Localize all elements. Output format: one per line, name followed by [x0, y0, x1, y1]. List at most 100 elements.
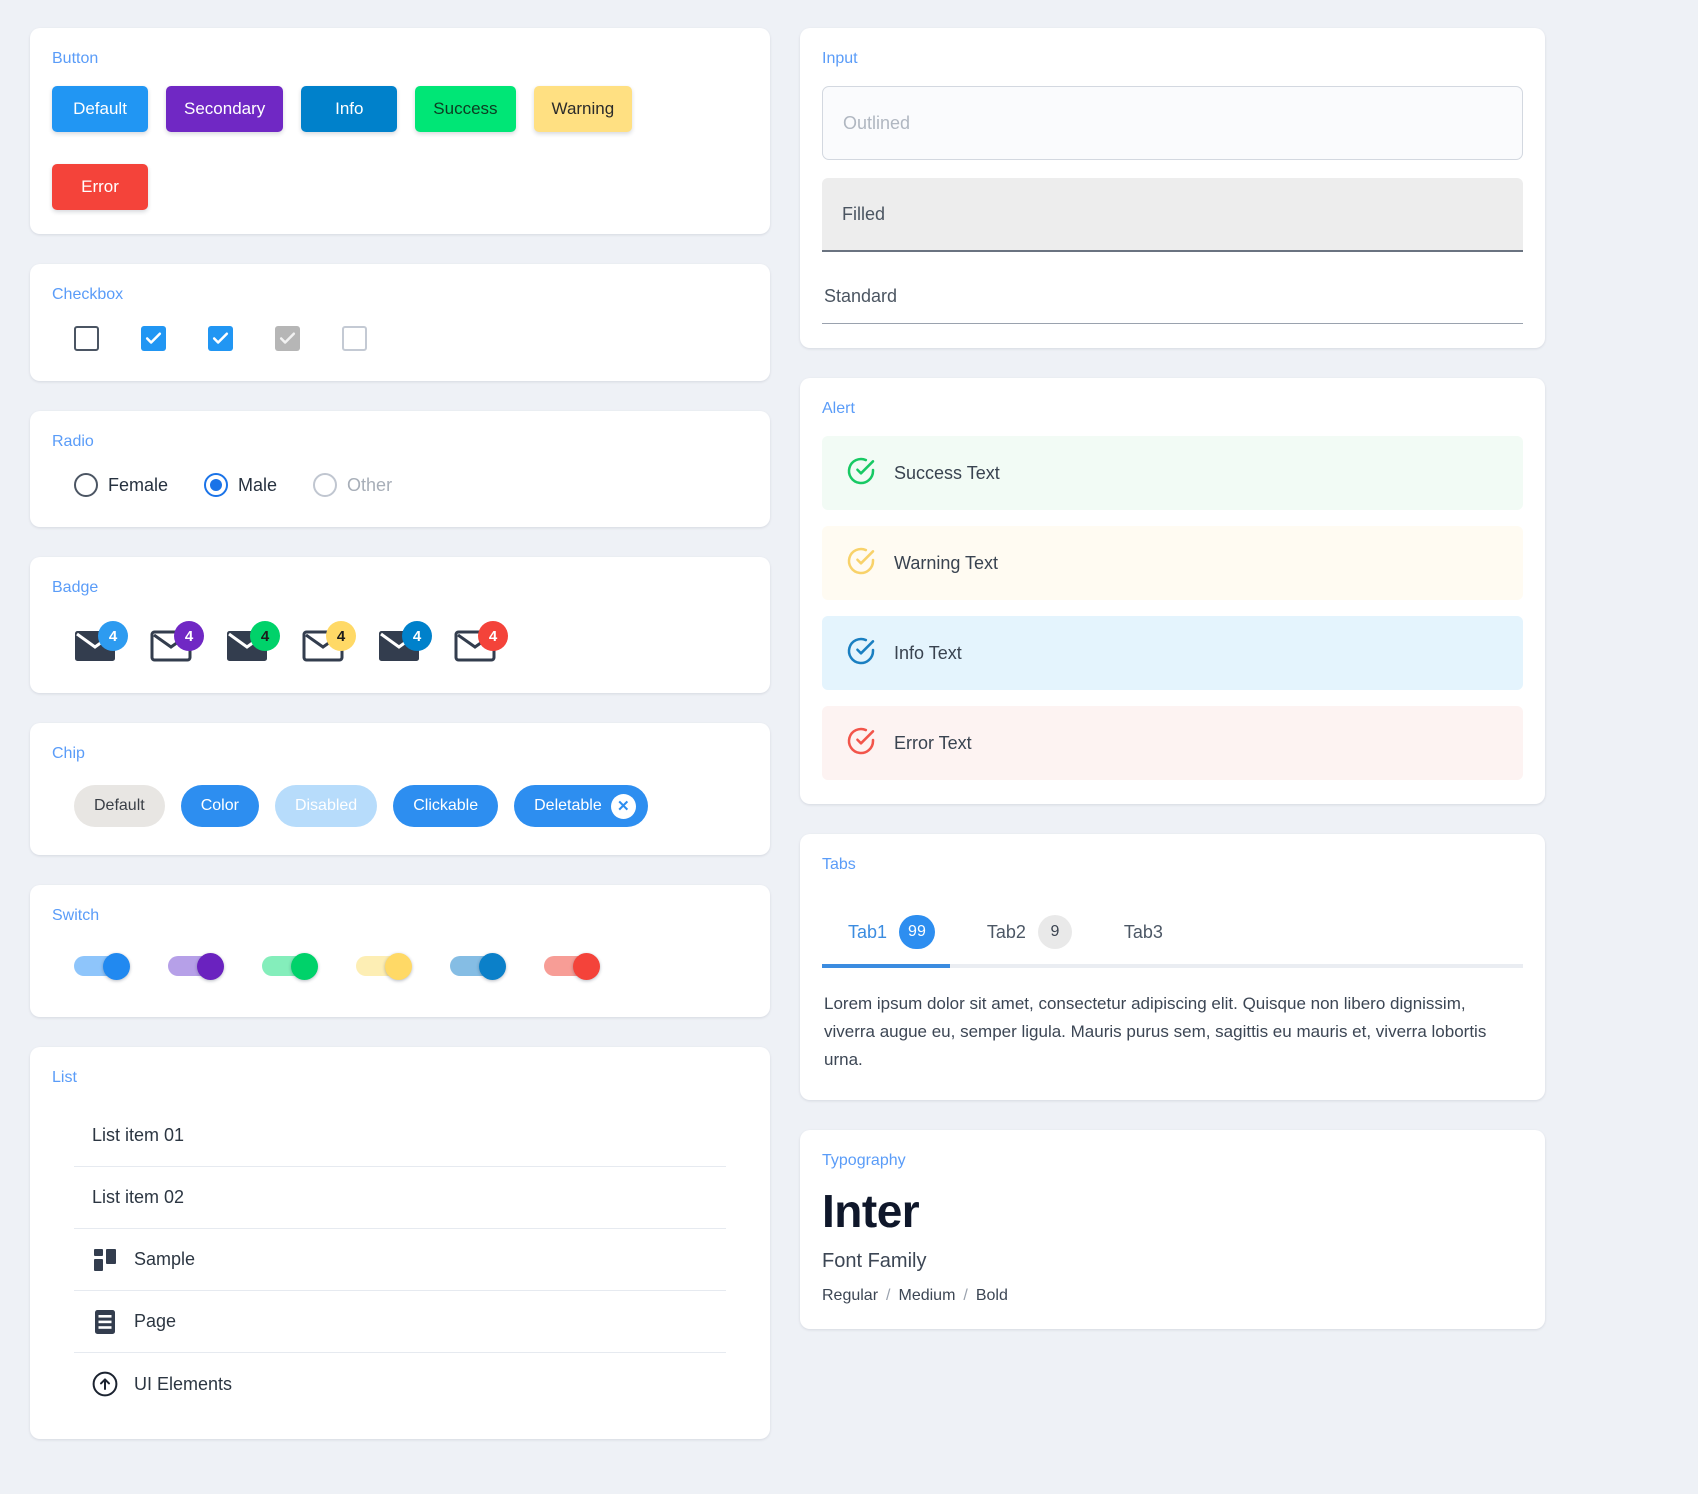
- list-item-label: List item 02: [92, 1187, 185, 1207]
- left-column: Button Default Secondary Info Success Warnin…: [30, 28, 770, 1466]
- switch-toggle[interactable]: [262, 953, 318, 980]
- list-item[interactable]: Page: [74, 1291, 726, 1353]
- tabs-card: Tabs Tab1 99 Tab2 9 Tab3 Lorem ipsum dolor s…: [800, 834, 1545, 1100]
- radio-label-male: Male: [238, 474, 278, 495]
- badge-item[interactable]: 4: [302, 621, 356, 667]
- button-success[interactable]: Success: [415, 86, 516, 132]
- standard-input[interactable]: [822, 270, 1523, 324]
- list-item[interactable]: List item 01: [74, 1105, 726, 1167]
- tab-tab3[interactable]: Tab3: [1098, 906, 1189, 958]
- chip-label: Color: [200, 797, 239, 814]
- outlined-input[interactable]: [822, 86, 1523, 160]
- tab-label: Tab3: [1123, 921, 1163, 942]
- switch-thumb: [197, 953, 224, 980]
- filled-input[interactable]: [822, 178, 1523, 252]
- checkbox-card: Checkbox: [30, 264, 770, 381]
- chip-deletable[interactable]: Deletable ✕: [514, 785, 648, 827]
- button-secondary[interactable]: Secondary: [166, 86, 284, 132]
- checkbox-checked-2[interactable]: [208, 326, 233, 351]
- checkbox-checked-disabled[interactable]: [275, 326, 300, 351]
- dashboard-icon: [92, 1248, 118, 1272]
- radio-group: Female Male Other: [52, 469, 748, 503]
- chip-delete-icon[interactable]: ✕: [610, 793, 636, 819]
- list-item[interactable]: List item 02: [74, 1167, 726, 1229]
- list-item-label: Sample: [134, 1249, 196, 1269]
- tab-badge: 99: [899, 915, 935, 949]
- radio-option-female[interactable]: Female: [74, 473, 168, 497]
- badge-row: 4 4 4 4 4 4: [52, 615, 748, 669]
- tab-tab2[interactable]: Tab2 9: [961, 906, 1098, 958]
- list-item[interactable]: UI Elements: [74, 1353, 726, 1415]
- switch-toggle[interactable]: [74, 953, 130, 980]
- tab-label: Tab2: [986, 921, 1026, 942]
- button-info[interactable]: Info: [301, 86, 398, 132]
- tab-label: Tab1: [848, 921, 888, 942]
- alert-info: Info Text: [822, 616, 1523, 690]
- button-warning[interactable]: Warning: [533, 86, 633, 132]
- list-item-label: List item 01: [92, 1125, 185, 1145]
- radio-option-male[interactable]: Male: [204, 473, 277, 497]
- chip-label: Default: [94, 797, 145, 814]
- right-column: Input Alert Success Text Warning Text Info…: [800, 28, 1545, 1466]
- alert-card-title: Alert: [822, 400, 855, 417]
- checkbox-row: [52, 322, 748, 357]
- chip-disabled: Disabled: [274, 785, 378, 827]
- switch-toggle[interactable]: [544, 953, 600, 980]
- badge-item[interactable]: 4: [150, 621, 204, 667]
- list-item-label: UI Elements: [134, 1373, 233, 1394]
- typography-card-title: Typography: [822, 1152, 906, 1169]
- switch-thumb: [103, 953, 130, 980]
- switch-toggle[interactable]: [356, 953, 412, 980]
- radio-card: Radio Female Male Other: [30, 411, 770, 527]
- list-card: List List item 01 List item 02 Sample Page U…: [30, 1047, 770, 1439]
- alert-label: Warning Text: [894, 552, 999, 573]
- alert-label: Info Text: [894, 642, 962, 663]
- checkbox-unchecked[interactable]: [74, 326, 99, 351]
- checkbox-checked-1[interactable]: [141, 326, 166, 351]
- radio-dot-female[interactable]: [74, 473, 98, 497]
- chip-card: Chip Default Color Disabled Clickable Deleta…: [30, 723, 770, 855]
- typography-weight-bold: Bold: [975, 1287, 1008, 1304]
- chip-default[interactable]: Default: [74, 785, 165, 827]
- tab-active-indicator: [822, 964, 950, 968]
- checkbox-unchecked-disabled[interactable]: [342, 326, 367, 351]
- list-container: List item 01 List item 02 Sample Page UI Ele…: [52, 1105, 748, 1415]
- switch-card-title: Switch: [52, 907, 100, 924]
- button-card-title: Button: [52, 50, 99, 67]
- button-default[interactable]: Default: [52, 86, 148, 132]
- checkbox-card-title: Checkbox: [52, 286, 124, 303]
- badge-count: 4: [326, 621, 356, 651]
- chip-clickable[interactable]: Clickable: [393, 785, 499, 827]
- badge-item[interactable]: 4: [378, 621, 432, 667]
- switch-toggle[interactable]: [168, 953, 224, 980]
- tab-underline-track: [822, 964, 1523, 968]
- list-card-title: List: [52, 1069, 77, 1086]
- badge-card-title: Badge: [52, 579, 99, 596]
- switch-row: [52, 943, 748, 993]
- radio-dot-male[interactable]: [204, 473, 229, 497]
- chip-label: Deletable: [534, 797, 602, 814]
- input-card: Input: [800, 28, 1545, 348]
- typography-separator: /: [886, 1287, 891, 1304]
- switch-thumb: [385, 953, 412, 980]
- button-row: Default Secondary Info Success Warning Error: [52, 86, 748, 210]
- tab-tab1[interactable]: Tab1 99: [822, 906, 961, 958]
- typography-separator: /: [963, 1287, 968, 1304]
- alert-success: Success Text: [822, 436, 1523, 510]
- switch-toggle[interactable]: [450, 953, 506, 980]
- radio-dot-other[interactable]: [313, 473, 338, 497]
- badge-card: Badge 4 4 4 4 4 4: [30, 557, 770, 693]
- typography-weights: Regular / Medium / Bold: [822, 1287, 1523, 1305]
- button-error[interactable]: Error: [52, 164, 148, 210]
- switch-thumb: [573, 953, 600, 980]
- badge-item[interactable]: 4: [454, 621, 508, 667]
- chip-color[interactable]: Color: [180, 785, 259, 827]
- list-item[interactable]: Sample: [74, 1229, 726, 1291]
- badge-item[interactable]: 4: [74, 621, 128, 667]
- badge-count: 4: [478, 621, 508, 651]
- badge-item[interactable]: 4: [226, 621, 280, 667]
- radio-option-other[interactable]: Other: [313, 473, 392, 497]
- check-circle-icon: [846, 726, 876, 761]
- alert-error: Error Text: [822, 706, 1523, 780]
